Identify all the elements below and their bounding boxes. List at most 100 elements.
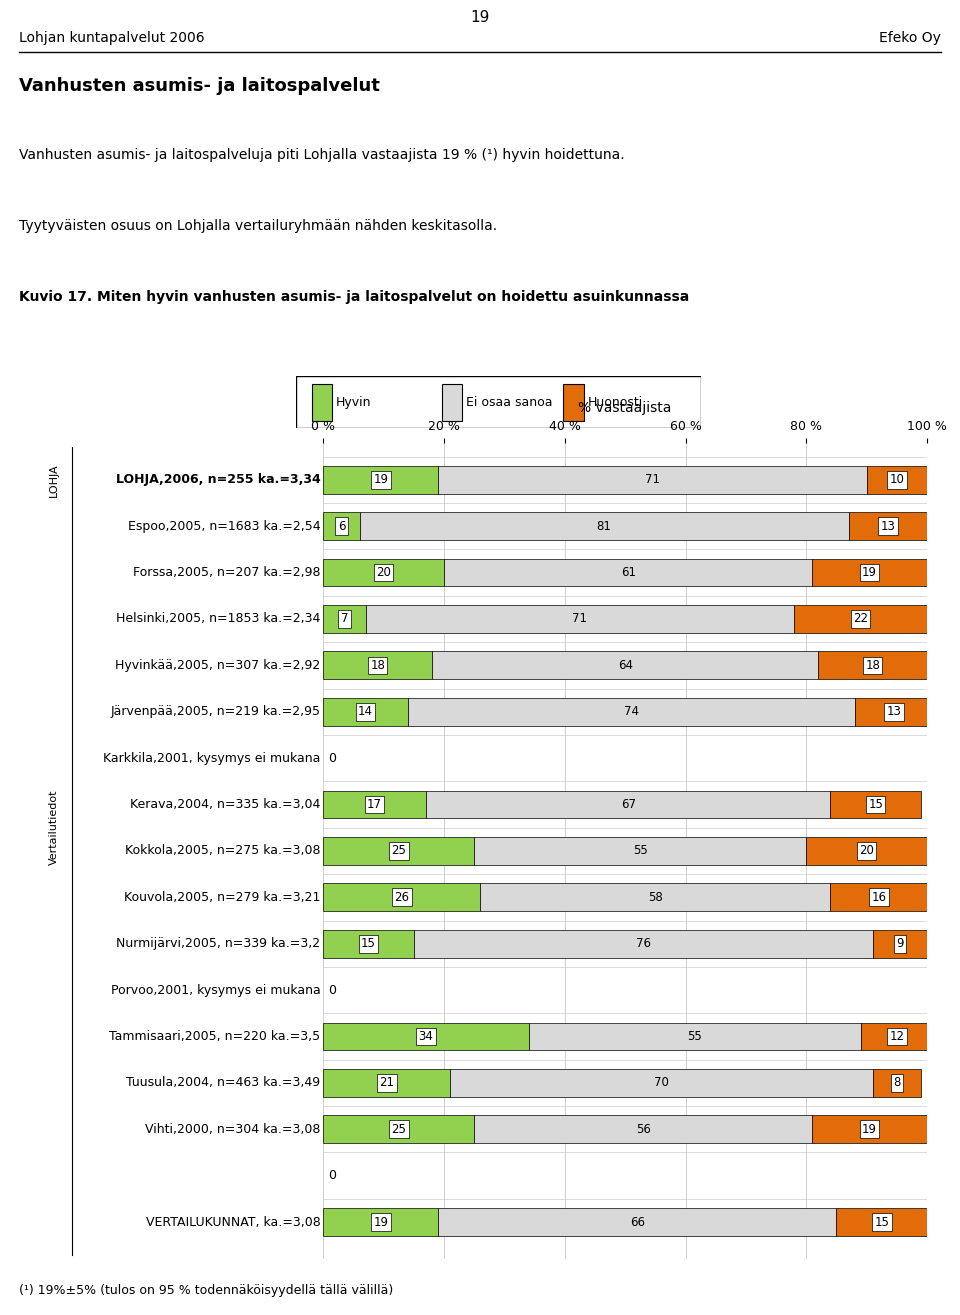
Text: 19: 19 [373, 473, 388, 487]
Text: Tyytyväisten osuus on Lohjalla vertailuryhmään nähden keskitasolla.: Tyytyväisten osuus on Lohjalla vertailur… [19, 220, 497, 233]
Text: LOHJA,2006, n=255 ka.=3,34: LOHJA,2006, n=255 ka.=3,34 [116, 473, 321, 487]
Bar [867, 466, 927, 493]
Text: 0: 0 [328, 984, 336, 997]
FancyBboxPatch shape [6, 314, 954, 1293]
Text: 6: 6 [338, 519, 346, 533]
Bar [830, 884, 927, 911]
Bar [366, 605, 794, 633]
Text: Kerava,2004, n=335 ka.=3,04: Kerava,2004, n=335 ka.=3,04 [130, 798, 321, 811]
Bar [324, 930, 414, 957]
Text: 20: 20 [376, 565, 391, 579]
Text: 13: 13 [886, 705, 901, 718]
Text: 22: 22 [853, 613, 868, 626]
Text: 15: 15 [361, 938, 376, 951]
Text: 17: 17 [367, 798, 382, 811]
Bar [324, 838, 474, 865]
Text: 19: 19 [470, 9, 490, 25]
Bar [480, 884, 830, 911]
Text: 12: 12 [889, 1030, 904, 1043]
X-axis label: % vastaajista: % vastaajista [579, 401, 672, 414]
Text: Tuusula,2004, n=463 ka.=3,49: Tuusula,2004, n=463 ka.=3,49 [127, 1077, 321, 1089]
Bar [324, 1069, 450, 1097]
Bar [794, 605, 927, 633]
Text: 15: 15 [868, 798, 883, 811]
Text: Helsinki,2005, n=1853 ka.=2,34: Helsinki,2005, n=1853 ka.=2,34 [116, 613, 321, 626]
Bar [806, 838, 927, 865]
Text: 14: 14 [358, 705, 373, 718]
Text: 7: 7 [341, 613, 348, 626]
Text: 67: 67 [621, 798, 636, 811]
Text: 71: 71 [645, 473, 660, 487]
Text: Lohjan kuntapalvelut 2006: Lohjan kuntapalvelut 2006 [19, 32, 204, 45]
Text: Vanhusten asumis- ja laitospalvelut: Vanhusten asumis- ja laitospalvelut [19, 78, 380, 95]
Text: 8: 8 [893, 1077, 900, 1089]
Bar [324, 605, 366, 633]
Bar [324, 884, 480, 911]
Text: 9: 9 [896, 938, 903, 951]
Bar [426, 790, 830, 818]
Text: Ei osaa sanoa: Ei osaa sanoa [466, 396, 553, 409]
Text: Hyvin: Hyvin [336, 396, 372, 409]
Text: (¹) 19%±5% (tulos on 95 % todennäköisyydellä tällä välillä): (¹) 19%±5% (tulos on 95 % todennäköisyyd… [19, 1283, 394, 1297]
Bar [324, 651, 432, 680]
Text: 19: 19 [862, 565, 877, 579]
Text: LOHJA: LOHJA [49, 463, 59, 497]
Text: 10: 10 [889, 473, 904, 487]
Text: 18: 18 [371, 659, 385, 672]
Bar [324, 466, 438, 493]
Text: Kuvio 17. Miten hyvin vanhusten asumis- ja laitospalvelut on hoidettu asuinkunna: Kuvio 17. Miten hyvin vanhusten asumis- … [19, 291, 689, 304]
Bar [312, 384, 332, 421]
Bar [873, 1069, 921, 1097]
Bar [324, 513, 360, 540]
Bar [564, 384, 584, 421]
Text: 55: 55 [633, 844, 648, 857]
Bar [474, 838, 806, 865]
Bar [408, 698, 854, 726]
Bar [438, 466, 867, 493]
Text: VERTAILUKUNNAT, ka.=3,08: VERTAILUKUNNAT, ka.=3,08 [146, 1215, 321, 1228]
Text: Vihti,2000, n=304 ka.=3,08: Vihti,2000, n=304 ka.=3,08 [145, 1123, 321, 1136]
Text: 20: 20 [859, 844, 874, 857]
Bar [438, 1208, 836, 1236]
Bar [432, 651, 818, 680]
Text: 0: 0 [328, 752, 336, 764]
Bar [444, 559, 812, 586]
Bar [474, 1115, 812, 1143]
Text: Porvoo,2001, kysymys ei mukana: Porvoo,2001, kysymys ei mukana [110, 984, 321, 997]
Text: 64: 64 [617, 659, 633, 672]
Text: Järvenpää,2005, n=219 ka.=2,95: Järvenpää,2005, n=219 ka.=2,95 [110, 705, 321, 718]
Bar [849, 513, 927, 540]
Bar [324, 698, 408, 726]
Bar [812, 559, 927, 586]
Bar [873, 930, 927, 957]
Text: 16: 16 [871, 890, 886, 903]
Text: 58: 58 [648, 890, 662, 903]
Bar [414, 930, 873, 957]
Text: Espoo,2005, n=1683 ka.=2,54: Espoo,2005, n=1683 ka.=2,54 [128, 519, 321, 533]
Bar [360, 513, 849, 540]
Text: Vanhusten asumis- ja laitospalveluja piti Lohjalla vastaajista 19 % (¹) hyvin ho: Vanhusten asumis- ja laitospalveluja pit… [19, 149, 625, 162]
Bar [830, 790, 921, 818]
Text: 61: 61 [621, 565, 636, 579]
Text: Efeko Oy: Efeko Oy [879, 32, 941, 45]
Bar [529, 1023, 860, 1051]
Bar [324, 1115, 474, 1143]
Bar [324, 790, 426, 818]
Text: 70: 70 [654, 1077, 669, 1089]
Text: 66: 66 [630, 1215, 645, 1228]
Bar [324, 1208, 438, 1236]
Text: Kouvola,2005, n=279 ka.=3,21: Kouvola,2005, n=279 ka.=3,21 [124, 890, 321, 903]
Bar [442, 384, 462, 421]
Bar [450, 1069, 873, 1097]
Text: 18: 18 [865, 659, 880, 672]
Bar [324, 1023, 529, 1051]
Text: Hyvinkää,2005, n=307 ka.=2,92: Hyvinkää,2005, n=307 ka.=2,92 [115, 659, 321, 672]
Text: 71: 71 [572, 613, 588, 626]
Text: 56: 56 [636, 1123, 651, 1136]
Text: 19: 19 [373, 1215, 388, 1228]
Text: Forssa,2005, n=207 ka.=2,98: Forssa,2005, n=207 ka.=2,98 [132, 565, 321, 579]
Text: 74: 74 [624, 705, 638, 718]
Text: 25: 25 [392, 1123, 406, 1136]
Text: 15: 15 [875, 1215, 889, 1228]
Text: 55: 55 [687, 1030, 702, 1043]
